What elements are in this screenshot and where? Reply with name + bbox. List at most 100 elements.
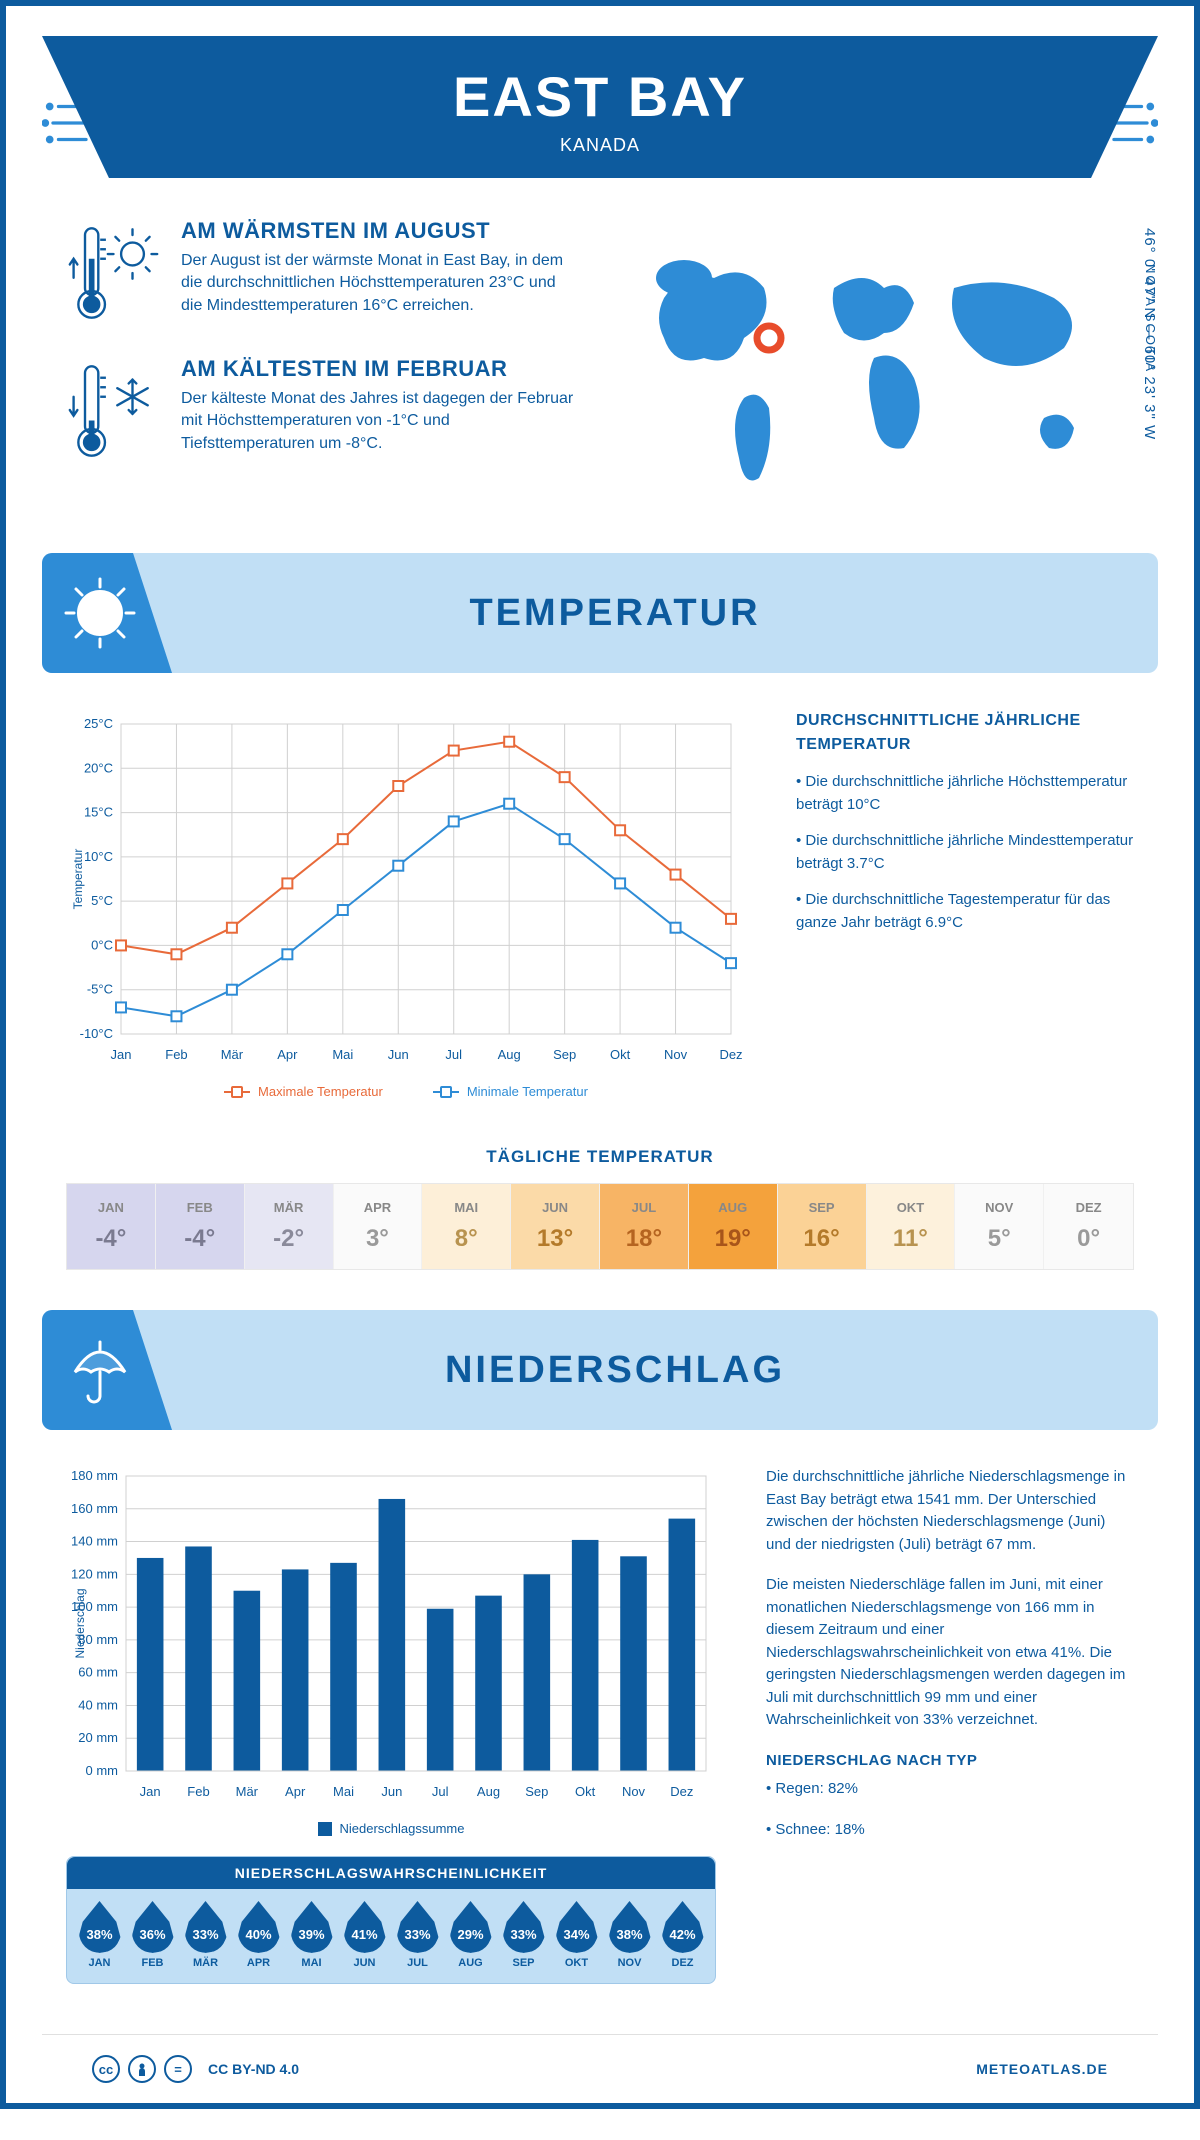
svg-text:Niederschlag: Niederschlag bbox=[73, 1588, 87, 1658]
drop-icon: 33% bbox=[397, 1901, 439, 1953]
daily-month: DEZ bbox=[1048, 1200, 1129, 1215]
prob-month: FEB bbox=[126, 1957, 179, 1969]
svg-text:Mär: Mär bbox=[221, 1047, 244, 1062]
umbrella-icon bbox=[42, 1310, 172, 1430]
daily-month: JUL bbox=[604, 1200, 684, 1215]
drop-icon: 38% bbox=[79, 1901, 121, 1953]
drop-icon: 42% bbox=[662, 1901, 704, 1953]
by-icon bbox=[128, 2055, 156, 2083]
drop-icon: 39% bbox=[291, 1901, 333, 1953]
svg-text:Feb: Feb bbox=[165, 1047, 187, 1062]
drop-icon: 36% bbox=[132, 1901, 174, 1953]
warmest-block: AM WÄRMSTEN IM AUGUST Der August ist der… bbox=[66, 218, 574, 328]
daily-value: 13° bbox=[515, 1225, 595, 1253]
warmest-text: Der August ist der wärmste Monat in East… bbox=[181, 250, 574, 317]
temp-heading: TEMPERATUR bbox=[172, 592, 1158, 635]
svg-text:-5°C: -5°C bbox=[87, 982, 113, 997]
daily-cell: DEZ 0° bbox=[1044, 1184, 1133, 1269]
prob-cell: 33% JUL bbox=[391, 1901, 444, 1969]
warmest-title: AM WÄRMSTEN IM AUGUST bbox=[181, 218, 574, 244]
svg-text:10°C: 10°C bbox=[84, 849, 113, 864]
svg-text:Jan: Jan bbox=[140, 1784, 161, 1799]
nd-icon: = bbox=[164, 2055, 192, 2083]
drop-icon: 40% bbox=[238, 1901, 280, 1953]
svg-text:Jul: Jul bbox=[432, 1784, 449, 1799]
prob-month: AUG bbox=[444, 1957, 497, 1969]
svg-text:5°C: 5°C bbox=[91, 893, 113, 908]
daily-value: -4° bbox=[160, 1225, 240, 1253]
daily-value: 0° bbox=[1048, 1225, 1129, 1253]
precip-type-title: NIEDERSCHLAG NACH TYP bbox=[766, 1750, 1134, 1773]
license-text: CC BY-ND 4.0 bbox=[208, 2061, 299, 2077]
daily-value: 16° bbox=[782, 1225, 862, 1253]
svg-text:Sep: Sep bbox=[553, 1047, 576, 1062]
country-name: KANADA bbox=[62, 135, 1138, 156]
daily-month: NOV bbox=[959, 1200, 1039, 1215]
drop-icon: 34% bbox=[556, 1901, 598, 1953]
prob-cell: 34%OKT bbox=[550, 1901, 603, 1969]
temp-legend: Maximale Temperatur Minimale Temperatur bbox=[66, 1084, 746, 1099]
daily-value: 19° bbox=[693, 1225, 773, 1253]
svg-text:Temperatur: Temperatur bbox=[71, 849, 85, 910]
prob-title: NIEDERSCHLAGSWAHRSCHEINLICHKEIT bbox=[67, 1857, 715, 1889]
svg-text:160 mm: 160 mm bbox=[71, 1501, 118, 1516]
location-marker bbox=[757, 326, 781, 350]
legend-max: Maximale Temperatur bbox=[258, 1084, 383, 1099]
daily-value: 11° bbox=[871, 1225, 951, 1253]
daily-month: SEP bbox=[782, 1200, 862, 1215]
daily-cell: MAI8° bbox=[422, 1184, 511, 1269]
top-section: AM WÄRMSTEN IM AUGUST Der August ist der… bbox=[6, 178, 1194, 553]
daily-cell: NOV 5° bbox=[955, 1184, 1044, 1269]
svg-text:Sep: Sep bbox=[525, 1784, 548, 1799]
prob-month: DEZ bbox=[656, 1957, 709, 1969]
temp-info-point: • Die durchschnittliche jährliche Mindes… bbox=[796, 830, 1134, 875]
drop-icon: 33% bbox=[503, 1901, 545, 1953]
coldest-block: AM KÄLTESTEN IM FEBRUAR Der kälteste Mon… bbox=[66, 356, 574, 466]
svg-text:180 mm: 180 mm bbox=[71, 1468, 118, 1483]
prob-cell: 40%APR bbox=[232, 1901, 285, 1969]
prob-cell: 29%AUG bbox=[444, 1901, 497, 1969]
prob-month: MAI bbox=[285, 1957, 338, 1969]
daily-month: MÄR bbox=[249, 1200, 329, 1215]
svg-text:Mai: Mai bbox=[332, 1047, 353, 1062]
prob-cell: 33%SEP bbox=[497, 1901, 550, 1969]
legend-min: Minimale Temperatur bbox=[467, 1084, 588, 1099]
daily-value: 18° bbox=[604, 1225, 684, 1253]
svg-text:Jan: Jan bbox=[111, 1047, 132, 1062]
prob-month: JAN bbox=[73, 1957, 126, 1969]
daily-temp-table: JAN-4°FEB-4°MÄR-2°APR3°MAI8°JUN13°JUL18°… bbox=[66, 1183, 1134, 1270]
sun-icon bbox=[42, 553, 172, 673]
precip-banner: NIEDERSCHLAG bbox=[42, 1310, 1158, 1430]
svg-text:0°C: 0°C bbox=[91, 937, 113, 952]
precip-chart-wrap: 0 mm20 mm40 mm60 mm80 mm100 mm120 mm140 … bbox=[66, 1466, 716, 2014]
daily-value: -4° bbox=[71, 1225, 151, 1253]
svg-text:Okt: Okt bbox=[575, 1784, 596, 1799]
precip-legend: Niederschlagssumme bbox=[66, 1821, 716, 1836]
daily-value: 3° bbox=[338, 1225, 418, 1253]
svg-text:Nov: Nov bbox=[664, 1047, 688, 1062]
temp-content: -10°C-5°C0°C5°C10°C15°C20°C25°CJanFebMär… bbox=[6, 673, 1194, 1119]
precip-type-item: • Regen: 82% bbox=[766, 1778, 1134, 1801]
map-svg bbox=[614, 218, 1134, 518]
svg-text:Jun: Jun bbox=[388, 1047, 409, 1062]
temp-info-point: • Die durchschnittliche Tagestemperatur … bbox=[796, 889, 1134, 934]
daily-month: APR bbox=[338, 1200, 418, 1215]
precip-type-item: • Schnee: 18% bbox=[766, 1819, 1134, 1842]
thermometer-sun-icon bbox=[66, 218, 161, 328]
svg-text:0 mm: 0 mm bbox=[86, 1763, 119, 1778]
daily-value: -2° bbox=[249, 1225, 329, 1253]
svg-text:Dez: Dez bbox=[670, 1784, 693, 1799]
precip-bar-chart: 0 mm20 mm40 mm60 mm80 mm100 mm120 mm140 … bbox=[66, 1466, 716, 1806]
temp-info-point: • Die durchschnittliche jährliche Höchst… bbox=[796, 771, 1134, 816]
svg-text:Nov: Nov bbox=[622, 1784, 646, 1799]
svg-text:140 mm: 140 mm bbox=[71, 1534, 118, 1549]
daily-month: FEB bbox=[160, 1200, 240, 1215]
daily-value: 5° bbox=[959, 1225, 1039, 1253]
drop-icon: 38% bbox=[609, 1901, 651, 1953]
prob-month: JUL bbox=[391, 1957, 444, 1969]
drop-icon: 33% bbox=[185, 1901, 227, 1953]
daily-month: JAN bbox=[71, 1200, 151, 1215]
precip-para2: Die meisten Niederschläge fallen im Juni… bbox=[766, 1574, 1134, 1732]
svg-text:15°C: 15°C bbox=[84, 805, 113, 820]
region-label: NOVA SCOTIA bbox=[1143, 264, 1158, 373]
